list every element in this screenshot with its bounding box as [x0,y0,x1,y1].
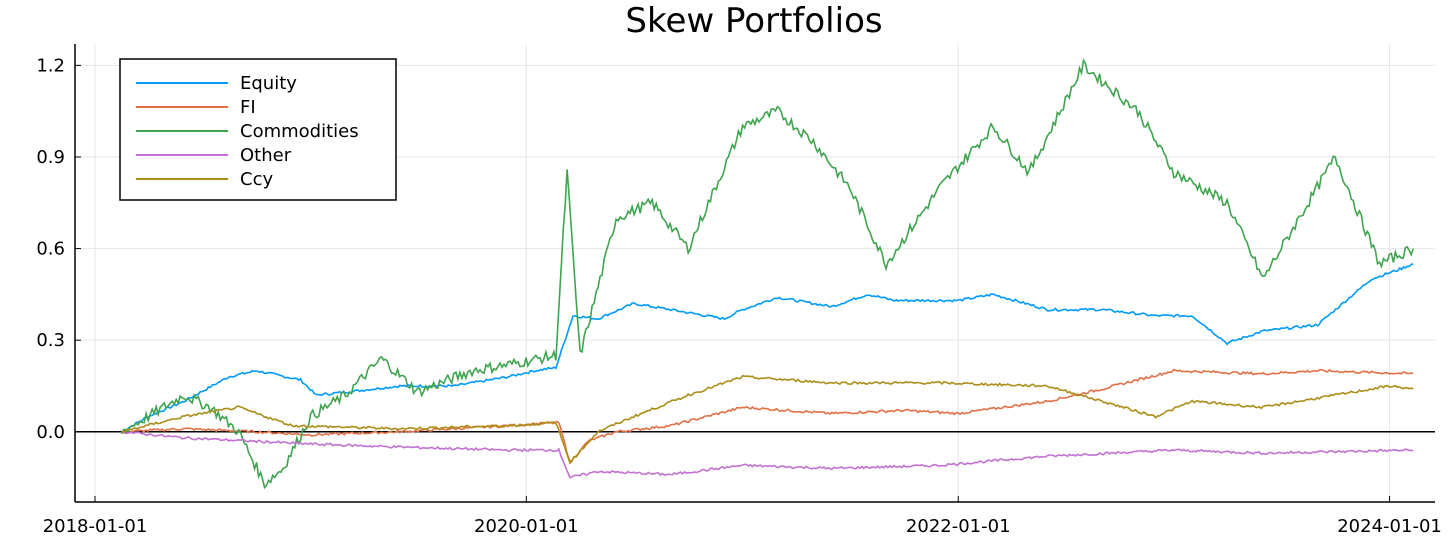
series-line-equity [121,263,1414,433]
chart-title: Skew Portfolios [625,1,882,41]
series-group [120,58,1414,490]
y-tick-label: 0.3 [36,330,65,351]
x-tick-label: 2018-01-01 [43,516,148,537]
y-tick-label: 0.0 [36,422,65,443]
y-tick-label: 0.9 [36,147,65,168]
y-tick-label: 0.6 [36,239,65,260]
axes: 0.0 0.3 0.6 0.9 1.2 2018-01-01 2020-01-01 2022-… [36,44,1442,537]
legend-label: Ccy [240,169,273,190]
y-tick-label: 1.2 [36,55,65,76]
legend-label: Other [240,145,292,166]
legend-label: Equity [240,73,297,94]
x-tick-label: 2022-01-01 [906,516,1011,537]
series-line-other [121,430,1414,479]
legend: Equity FI Commodities Other Ccy [119,58,397,201]
legend-label: FI [240,97,256,118]
series-line-commodities [120,58,1414,490]
x-tick-label: 2024-01-01 [1337,516,1442,537]
x-tick-label: 2020-01-01 [474,516,579,537]
series-line-ccy [121,374,1414,465]
legend-label: Commodities [240,121,359,142]
series-line-fi [121,368,1414,463]
